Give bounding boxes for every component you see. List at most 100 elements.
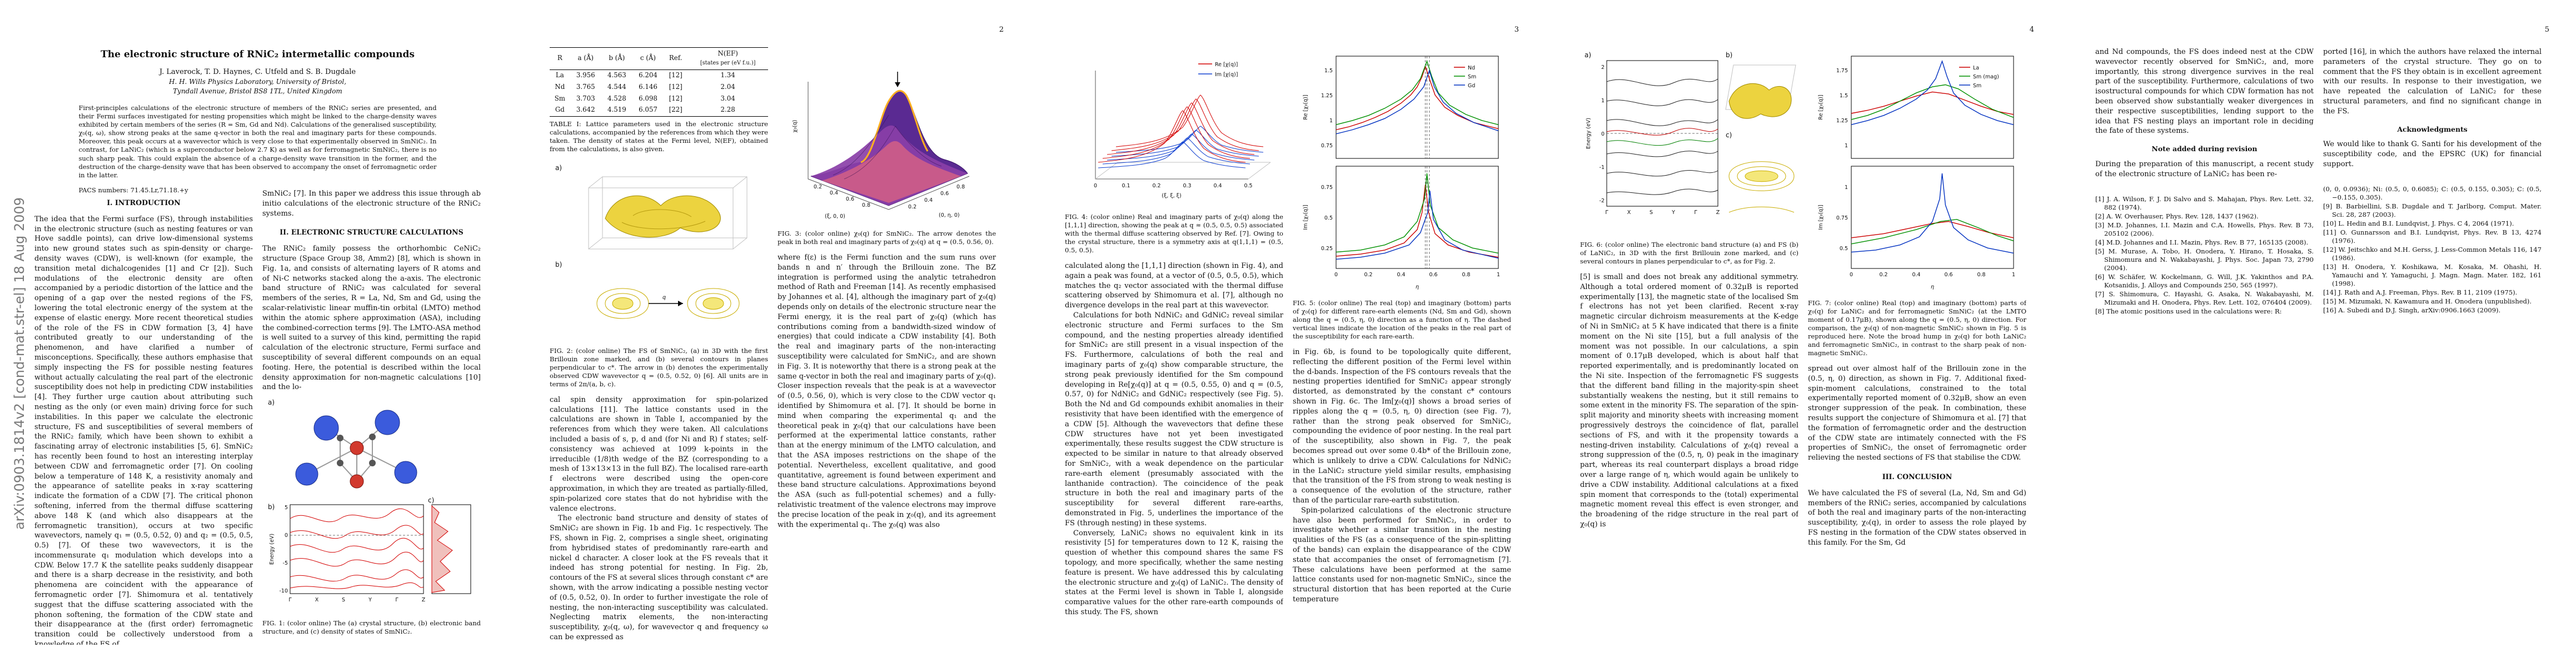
table-row: Nd 3.765 4.544 6.146 [12] 2.04: [550, 81, 768, 93]
reference-item: [15] M. Mizumaki, N. Kawamura and H. Ono…: [2323, 297, 2532, 305]
reference-item: [16] A. Subedi and D.J. Singh, arXiv:090…: [2323, 306, 2501, 314]
fig7-ytick: 0.75: [1836, 215, 1848, 221]
fig1-dos-curve: [431, 505, 453, 593]
fig1-xtick: Γ: [288, 597, 292, 603]
page-2: 2 R a (Å) b (Å) c (Å) Ref. N(EF) [states…: [515, 0, 1030, 667]
fig6-xtick: Z: [1716, 210, 1720, 216]
figure-7: 1.75 1.5 1.25 1 1 0.75 0.5 Re [χ₀(q)] Im…: [1808, 48, 2026, 357]
references-left: [1] J. A. Wilson, F. J. Di Salvo and S. …: [2095, 195, 2314, 316]
fig5-legend-label: Gd: [1468, 83, 1475, 89]
fig5-xtick: 0.4: [1397, 272, 1405, 278]
fig3-xtick: 0.8: [862, 202, 870, 208]
page-4: 4 a) Energy (eV) 2 1 0 -1 -2: [1546, 0, 2061, 667]
table1-header-cell: Ref.: [669, 54, 682, 62]
fig7-curve-la-im: [1851, 221, 2014, 238]
fig2-q-label: q: [662, 295, 666, 301]
fig7-curve-sm: [1851, 60, 2014, 125]
table-cell: [12]: [669, 71, 682, 79]
reference-item: [3] M.D. Johannes, I.I. Mazin and C.A. H…: [2095, 221, 2314, 237]
acknowledgments-paragraph: We would like to thank G. Santi for his …: [2323, 140, 2542, 168]
fig5-x-axis-label: η: [1416, 284, 1419, 290]
fig3-peak-arrowhead: [895, 82, 900, 87]
page3-paragraph-3: Conversely, LaNiC₂ shows no equivalent k…: [1065, 529, 1283, 616]
arxiv-stamp-text: arXiv:0903.1814v2 [cond-mat.str-el] 18 A…: [12, 197, 27, 530]
fig5-ytick: 1: [1329, 118, 1333, 124]
table-cell: Gd: [555, 106, 565, 114]
fig4-legend-im-label: Im [χ(q)]: [1215, 72, 1238, 78]
figure-1-caption: FIG. 1: (color online) The (a) crystal s…: [262, 619, 481, 636]
fig7-xtick: 0: [1850, 272, 1853, 278]
fig3-xtick: 0.6: [846, 196, 854, 202]
fig1-xtick: X: [315, 597, 319, 603]
table-1-caption: TABLE I: Lattice parameters used in the …: [550, 120, 768, 153]
fig2-panel-b-label: b): [555, 261, 562, 268]
page-1: arXiv:0903.1814v2 [cond-mat.str-el] 18 A…: [0, 0, 515, 667]
page4-left-column: a) Energy (eV) 2 1 0 -1 -2: [1580, 47, 1798, 645]
table-cell: 2.04: [720, 82, 735, 91]
acknowledgments-heading: Acknowledgments: [2397, 125, 2468, 133]
page4-right-column: 1.75 1.5 1.25 1 1 0.75 0.5 Re [χ₀(q)] Im…: [1808, 47, 2026, 645]
fig2-nesting-arrowhead: [678, 300, 683, 306]
arxiv-stamp: arXiv:0903.1814v2 [cond-mat.str-el] 18 A…: [12, 186, 27, 541]
figure-2-caption: FIG. 2: (color online) The FS of SmNiC₂,…: [550, 346, 768, 388]
fig7-xtick: 0.4: [1912, 272, 1920, 278]
fig7-ytick: 1.75: [1836, 68, 1848, 74]
section-heading-conclusion: III. CONCLUSION: [1882, 472, 1952, 481]
table-row: La 3.956 4.563 6.204 [12] 1.34: [550, 69, 768, 81]
table-1: R a (Å) b (Å) c (Å) Ref. N(EF) [states p…: [550, 47, 768, 117]
fig6-xtick: S: [1650, 210, 1653, 216]
page-number: 4: [2029, 26, 2034, 34]
fig6-panel-c-label: c): [1726, 131, 1732, 139]
fig1-ytick: 5: [285, 505, 288, 511]
reference-item: [1] J. A. Wilson, F. J. Di Salvo and S. …: [2095, 195, 2314, 211]
fig5-curve-sm: [1336, 60, 1499, 125]
page1-right-column: SmNiC₂ [7]. In this paper we address thi…: [262, 189, 481, 645]
abstract: First-principles calculations of the ele…: [78, 104, 437, 179]
fig7-legend-label: Sm (mag): [1973, 74, 1999, 80]
figure-5-caption: FIG. 5: (color online) The real (top) an…: [1293, 299, 1511, 340]
page3-paragraph-4: in Fig. 6b, is found to be topologically…: [1293, 348, 1511, 505]
fig6-panel-b-label: b): [1726, 51, 1732, 59]
table-cell: 3.956: [576, 71, 595, 79]
fig4-xtick: 0.2: [1152, 183, 1160, 189]
figure-6-graphic: a) Energy (eV) 2 1 0 -1 -2: [1585, 51, 1796, 216]
fig7-y-axis-label-bottom: Im [χ₀(q)]: [1818, 205, 1824, 230]
table-cell: 4.544: [607, 82, 626, 91]
conclusion-paragraph: We have calculated the FS of several (La…: [1808, 489, 2026, 547]
fig2-fermi-surface-detail: [621, 209, 706, 230]
authors-line: J. Laverock, T. D. Haynes, C. Utfeld and…: [159, 68, 356, 76]
page-number: 5: [2544, 26, 2549, 34]
fig7-ytick: 1: [1845, 143, 1848, 149]
fig7-xtick: 0.8: [1977, 272, 1985, 278]
figure-4-caption: FIG. 4: (color online) Real and imaginar…: [1065, 213, 1283, 254]
fig5-top-panel: [1336, 56, 1499, 159]
figure-3-caption: FIG. 3: (color online) χ₀(q) for SmNiC₂.…: [778, 230, 996, 246]
fig5-curve-sm-im: [1336, 173, 1499, 254]
fig7-bottom-panel: [1851, 166, 2014, 269]
fig1-xtick: Γ: [395, 597, 398, 603]
table-cell: [12]: [669, 82, 682, 91]
fig5-y-axis-label-top: Re [χ₀(q)]: [1303, 94, 1309, 120]
fig6-ytick: 0: [1601, 131, 1605, 137]
fig1-xtick: Y: [368, 597, 372, 603]
table-cell: La: [555, 71, 564, 79]
reference-item: [7] S. Shimomura, C. Hayashi, G. Asaka, …: [2095, 290, 2314, 306]
fig7-curve-sm-mag: [1851, 84, 2014, 120]
fig6-y-axis-label: Energy (eV): [1586, 118, 1592, 149]
fig5-curve-nd-im: [1336, 185, 1499, 258]
page2-paragraph-1: cal spin density approximation for spin-…: [550, 395, 768, 513]
reference-item: [14] J. Rath and A.J. Freeman, Phys. Rev…: [2323, 288, 2518, 296]
fig7-curve-sm-mag-im: [1851, 218, 2014, 245]
page2-right-column: χ₀(q) 0.2 0.4 0.6 0.8 0.2 0.4 0.6 0.8 (ξ…: [778, 47, 996, 645]
page-number: 2: [999, 26, 1004, 34]
figure-3: χ₀(q) 0.2 0.4 0.6 0.8 0.2 0.4 0.6 0.8 (ξ…: [778, 48, 996, 246]
table-row: Sm 3.703 4.528 6.098 [12] 3.04: [550, 93, 768, 104]
figure-4-graphic: Re [χ(q)] Im [χ(q)] 0 0.1 0.2 0.3 0.4 0.…: [1094, 62, 1271, 199]
table1-header-cell: N(EF) [states per (eV f.u.)]: [687, 48, 768, 70]
fig2-fermi-surface-blob: [605, 195, 721, 237]
fig6-ytick: 1: [1601, 98, 1605, 104]
page5-right-column: ported [16], in which the authors have r…: [2323, 47, 2542, 645]
page5-paragraph-1: and Nd compounds, the FS does indeed nes…: [2095, 48, 2314, 136]
fig5-xtick: 0: [1334, 272, 1338, 278]
figure-1-graphic: a) b): [268, 399, 471, 603]
